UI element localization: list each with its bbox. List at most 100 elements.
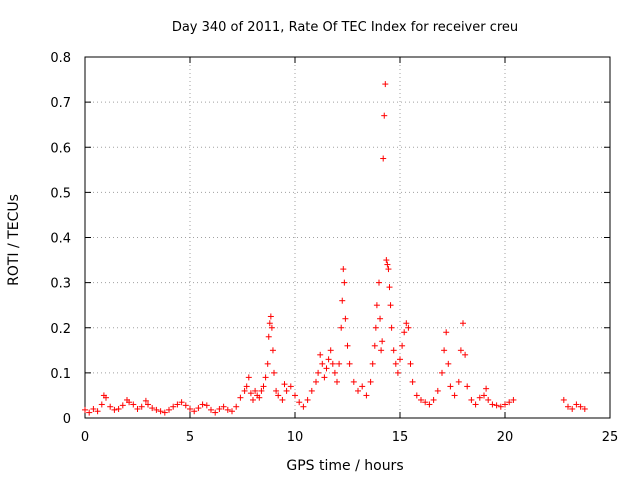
data-point <box>331 369 338 376</box>
data-point <box>441 347 448 354</box>
data-point <box>387 302 394 309</box>
data-point <box>346 360 353 367</box>
data-point <box>462 351 469 358</box>
y-tick-label: 0 <box>63 412 71 427</box>
data-point <box>145 401 151 408</box>
data-point <box>426 401 433 408</box>
data-point <box>439 369 445 376</box>
x-tick-label: 0 <box>81 430 89 445</box>
data-point <box>340 266 347 273</box>
data-point <box>464 383 471 390</box>
data-point <box>506 399 513 406</box>
data-point <box>363 392 370 399</box>
data-point <box>247 390 254 397</box>
data-point <box>407 360 414 367</box>
data-point <box>342 315 349 322</box>
data-point <box>397 356 403 363</box>
data-point <box>317 351 324 358</box>
data-point <box>313 378 319 385</box>
data-point <box>497 403 504 410</box>
x-axis-label: GPS time / hours <box>286 458 403 474</box>
data-point <box>94 408 101 415</box>
data-point <box>468 396 475 403</box>
data-point <box>266 320 273 327</box>
data-point <box>338 324 345 331</box>
data-point <box>493 402 500 409</box>
data-point <box>115 405 122 412</box>
data-point <box>485 396 492 403</box>
data-point <box>341 279 348 286</box>
data-point <box>325 356 332 363</box>
data-point <box>308 387 315 394</box>
data-point <box>380 155 387 162</box>
data-point <box>138 403 145 410</box>
data-point <box>296 399 303 406</box>
data-point <box>283 387 290 394</box>
data-point <box>262 374 269 381</box>
data-point <box>336 360 343 367</box>
data-point <box>413 392 420 399</box>
data-point <box>157 408 164 415</box>
y-tick-label: 0.3 <box>50 277 71 292</box>
data-point <box>103 394 109 401</box>
data-point <box>434 387 441 394</box>
y-tick-label: 0.5 <box>50 186 71 201</box>
data-point <box>418 396 424 403</box>
y-tick-label: 0.6 <box>50 141 71 156</box>
data-point <box>327 347 334 354</box>
data-point <box>258 387 265 394</box>
y-tick-label: 0.4 <box>50 232 71 247</box>
data-point <box>182 402 189 409</box>
data-point <box>319 360 326 367</box>
data-point <box>371 342 378 349</box>
data-point <box>379 338 386 345</box>
data-point <box>126 399 133 406</box>
data-point <box>390 347 397 354</box>
data-point <box>166 406 172 413</box>
data-point <box>451 392 458 399</box>
data-point <box>174 401 181 408</box>
data-point <box>208 406 214 413</box>
data-point <box>384 261 391 268</box>
data-point <box>111 406 118 413</box>
data-point <box>323 365 330 372</box>
data-point <box>237 394 244 401</box>
data-point <box>86 409 93 416</box>
data-point <box>394 369 401 376</box>
data-point <box>386 284 393 291</box>
data-points <box>82 81 588 416</box>
data-point <box>344 342 351 349</box>
axis-ticks: 0 5 10 15 20 25 0 0.1 0.2 0.3 0.4 0.5 0.6 0.7 0.8 <box>50 51 618 445</box>
data-point <box>161 409 168 416</box>
y-axis-label: ROTI / TECUs <box>6 194 22 286</box>
data-point <box>372 324 379 331</box>
data-point <box>134 405 141 412</box>
data-point <box>271 369 277 376</box>
data-point <box>573 401 580 408</box>
data-point <box>476 394 483 401</box>
data-point <box>560 396 567 403</box>
data-point <box>119 402 126 409</box>
data-point <box>281 381 288 388</box>
data-point <box>381 112 388 119</box>
data-point <box>98 401 105 408</box>
data-point <box>422 399 429 406</box>
y-tick-label: 0.7 <box>50 96 71 111</box>
x-tick-label: 20 <box>497 430 514 445</box>
data-point <box>457 347 464 354</box>
data-point <box>489 401 496 408</box>
data-point <box>265 333 272 340</box>
data-point <box>443 329 450 336</box>
data-point <box>569 405 576 412</box>
data-point <box>82 406 88 413</box>
data-point <box>130 401 137 408</box>
data-point <box>199 401 206 408</box>
data-point <box>149 405 156 412</box>
data-point <box>355 387 361 394</box>
chart-title: Day 340 of 2011, Rate Of TEC Index for r… <box>172 20 518 35</box>
x-tick-label: 10 <box>287 430 304 445</box>
data-point <box>187 405 193 412</box>
data-point <box>268 324 275 331</box>
data-point <box>269 347 276 354</box>
data-point <box>264 360 271 367</box>
